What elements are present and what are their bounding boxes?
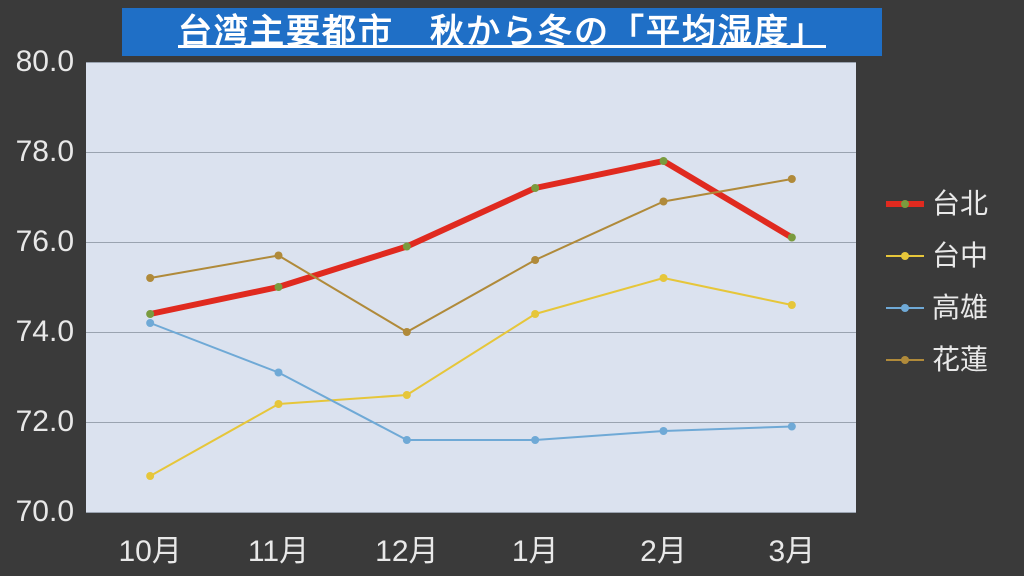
x-tick-label: 3月 [732, 526, 852, 570]
legend-item-花蓮: 花蓮 [886, 346, 988, 374]
series-line-台北 [150, 161, 792, 314]
series-marker-高雄 [403, 436, 411, 444]
series-marker-台中 [531, 310, 539, 318]
legend-swatch-icon [886, 294, 924, 322]
series-marker-台北 [403, 243, 411, 251]
x-tick-label: 10月 [90, 526, 210, 570]
x-tick-label: 2月 [604, 526, 724, 570]
gridline [86, 512, 856, 513]
chart-container: 台湾主要都市 秋から冬の「平均湿度」 70.0 72.0 74.0 76.0 78.0 80… [0, 0, 1024, 576]
legend-item-台北: 台北 [886, 190, 988, 218]
legend-label: 高雄 [932, 294, 988, 322]
legend-item-高雄: 高雄 [886, 294, 988, 322]
legend-swatch-icon [886, 190, 924, 218]
legend-swatch-icon [886, 346, 924, 374]
series-marker-花蓮 [146, 274, 154, 282]
x-tick-label: 1月 [475, 526, 595, 570]
series-marker-花蓮 [788, 175, 796, 183]
series-marker-台北 [660, 157, 668, 165]
series-marker-台中 [146, 472, 154, 480]
series-marker-台中 [788, 301, 796, 309]
legend-label: 台中 [932, 242, 988, 270]
series-marker-高雄 [146, 319, 154, 327]
series-marker-高雄 [788, 423, 796, 431]
y-tick-label: 70.0 [0, 495, 74, 529]
y-tick-label: 78.0 [0, 135, 74, 169]
y-tick-label: 74.0 [0, 315, 74, 349]
series-marker-台北 [275, 283, 283, 291]
y-tick-label: 72.0 [0, 405, 74, 439]
legend-label: 花蓮 [932, 346, 988, 374]
series-marker-高雄 [660, 427, 668, 435]
series-marker-花蓮 [531, 256, 539, 264]
series-marker-高雄 [531, 436, 539, 444]
legend-label: 台北 [932, 190, 988, 218]
series-marker-台北 [146, 310, 154, 318]
series-layer [86, 62, 856, 512]
series-marker-台北 [531, 184, 539, 192]
series-marker-花蓮 [660, 198, 668, 206]
chart-title: 台湾主要都市 秋から冬の「平均湿度」 [122, 8, 882, 56]
series-marker-台中 [403, 391, 411, 399]
series-marker-花蓮 [403, 328, 411, 336]
plot-area [86, 62, 856, 512]
series-line-台中 [150, 278, 792, 476]
series-marker-高雄 [275, 369, 283, 377]
series-line-花蓮 [150, 179, 792, 332]
y-tick-label: 76.0 [0, 225, 74, 259]
x-tick-label: 12月 [347, 526, 467, 570]
legend-swatch-icon [886, 242, 924, 270]
legend: 台北台中高雄花蓮 [886, 190, 988, 398]
series-marker-花蓮 [275, 252, 283, 260]
series-marker-台北 [788, 234, 796, 242]
legend-item-台中: 台中 [886, 242, 988, 270]
y-tick-label: 80.0 [0, 45, 74, 79]
series-marker-台中 [275, 400, 283, 408]
series-marker-台中 [660, 274, 668, 282]
x-tick-label: 11月 [219, 526, 339, 570]
